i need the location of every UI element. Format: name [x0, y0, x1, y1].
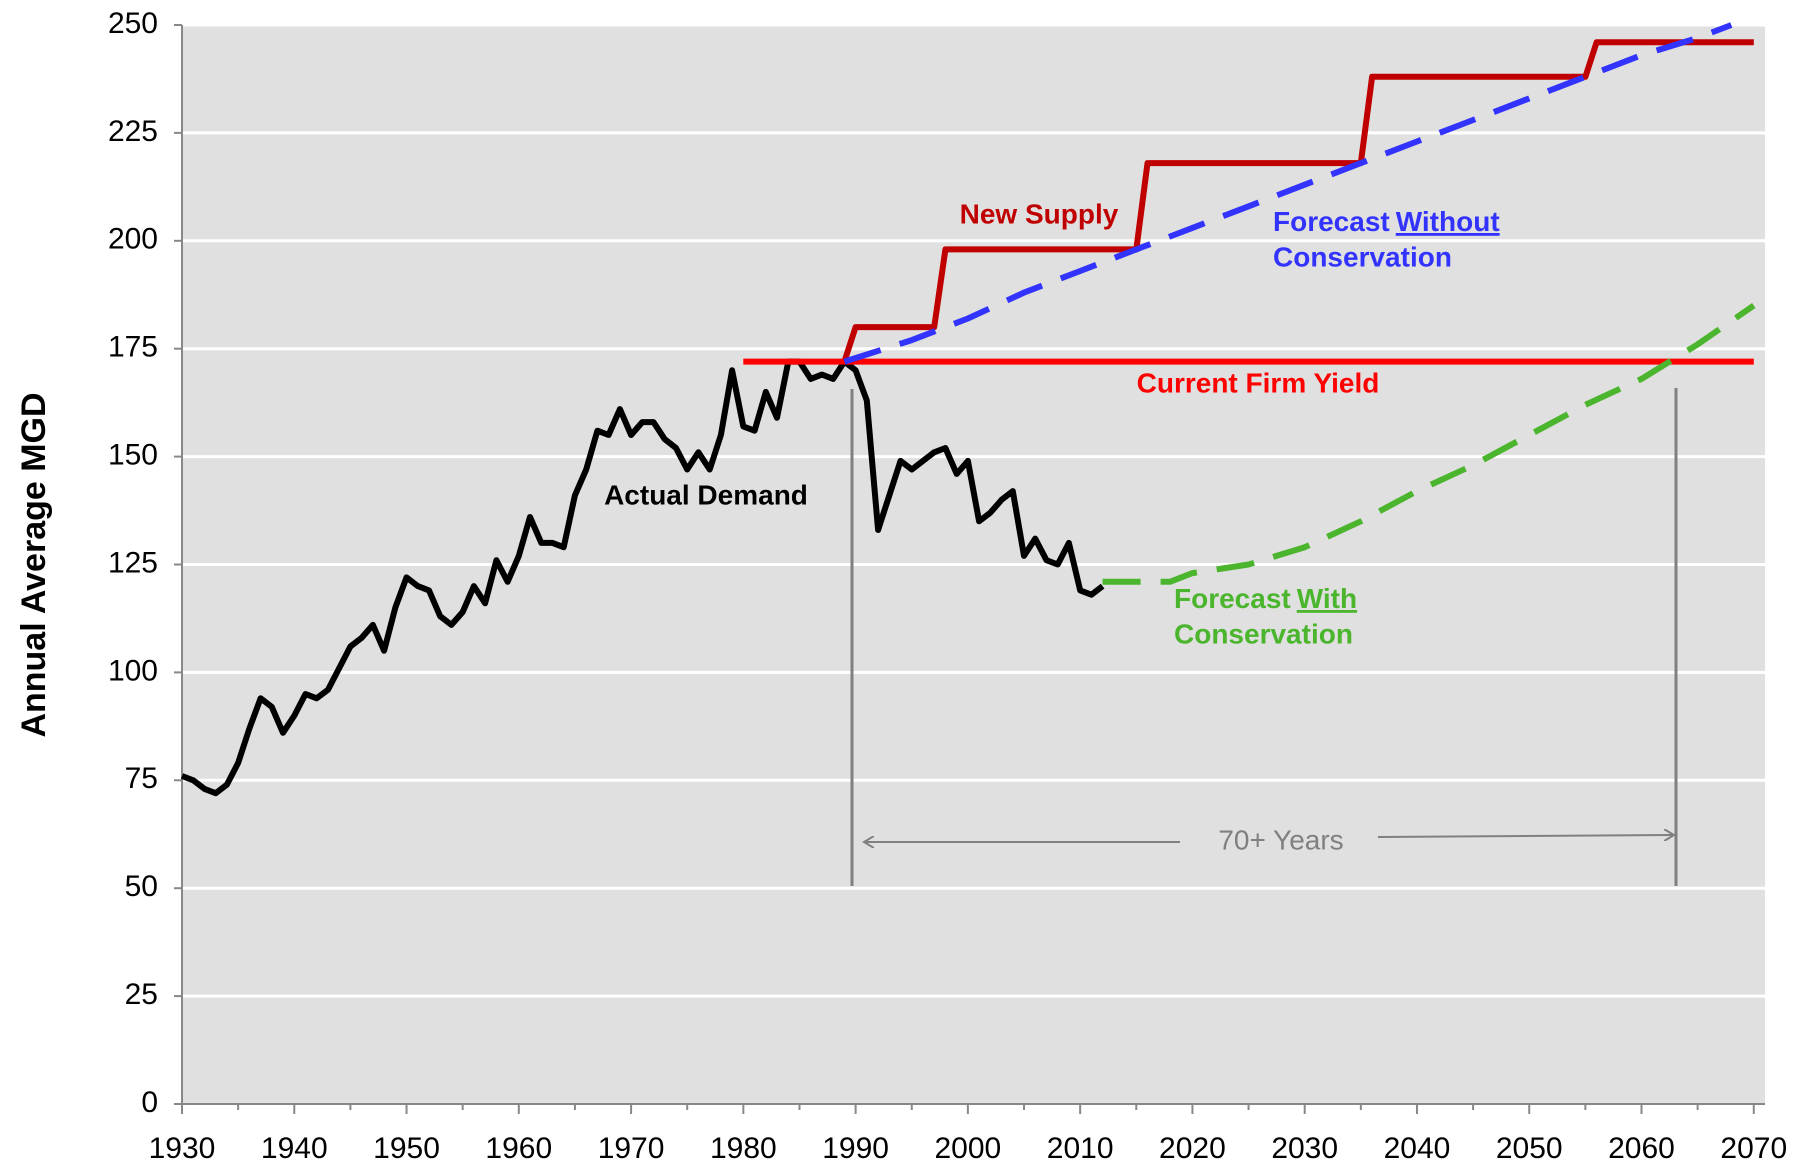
series-label: Conservation: [1174, 618, 1353, 649]
x-tick-label: 2020: [1159, 1132, 1226, 1165]
series-label-part: Without: [1396, 206, 1500, 237]
x-tick-label: 2030: [1271, 1132, 1338, 1165]
x-tick-label: 2010: [1047, 1132, 1114, 1165]
x-tick-label: 1940: [261, 1132, 328, 1165]
x-tick-label: 2070: [1720, 1132, 1787, 1165]
x-tick-label: 2060: [1608, 1132, 1675, 1165]
x-tick-label: 1960: [485, 1132, 552, 1165]
y-tick-label: 25: [125, 978, 158, 1011]
y-tick-label: 125: [108, 546, 158, 579]
x-tick-label: 1990: [822, 1132, 889, 1165]
y-tick-label: 175: [108, 331, 158, 364]
x-tick-label: 1970: [598, 1132, 665, 1165]
x-tick-label: 1980: [710, 1132, 777, 1165]
x-tick-label: 1930: [149, 1132, 216, 1165]
y-tick-label: 75: [125, 762, 158, 795]
series-line: [180, 358, 1105, 797]
series-label: New Supply: [960, 198, 1119, 229]
y-tick-label: 0: [141, 1086, 158, 1119]
series-label: Current Firm Yield: [1137, 367, 1380, 398]
x-tick-label: 1950: [373, 1132, 440, 1165]
x-tick-label: 2050: [1496, 1132, 1563, 1165]
series-label-part: Forecast: [1273, 206, 1390, 237]
series-line: [1102, 303, 1756, 585]
y-tick-label: 250: [108, 7, 158, 40]
y-tick-label: 225: [108, 115, 158, 148]
series-label-part: With: [1297, 583, 1357, 614]
y-tick-label: 50: [125, 870, 158, 903]
series-label: Conservation: [1273, 241, 1452, 272]
x-tick-label: 2000: [935, 1132, 1002, 1165]
series-label-part: Forecast: [1174, 583, 1291, 614]
series-line: [843, 22, 1733, 365]
series-label: Forecast With: [1174, 583, 1357, 614]
arrow: [1377, 835, 1674, 837]
series-label: Forecast Without: [1273, 206, 1500, 237]
annotation: 70+ Years: [1218, 824, 1343, 855]
y-tick-label: 200: [108, 223, 158, 256]
series-line: [841, 39, 1754, 363]
y-tick-label: 150: [108, 439, 158, 472]
y-tick-label: 100: [108, 654, 158, 687]
x-tick-label: 2040: [1384, 1132, 1451, 1165]
y-axis-label: Annual Average MGD: [15, 392, 53, 737]
series-label: Actual Demand: [604, 479, 808, 510]
